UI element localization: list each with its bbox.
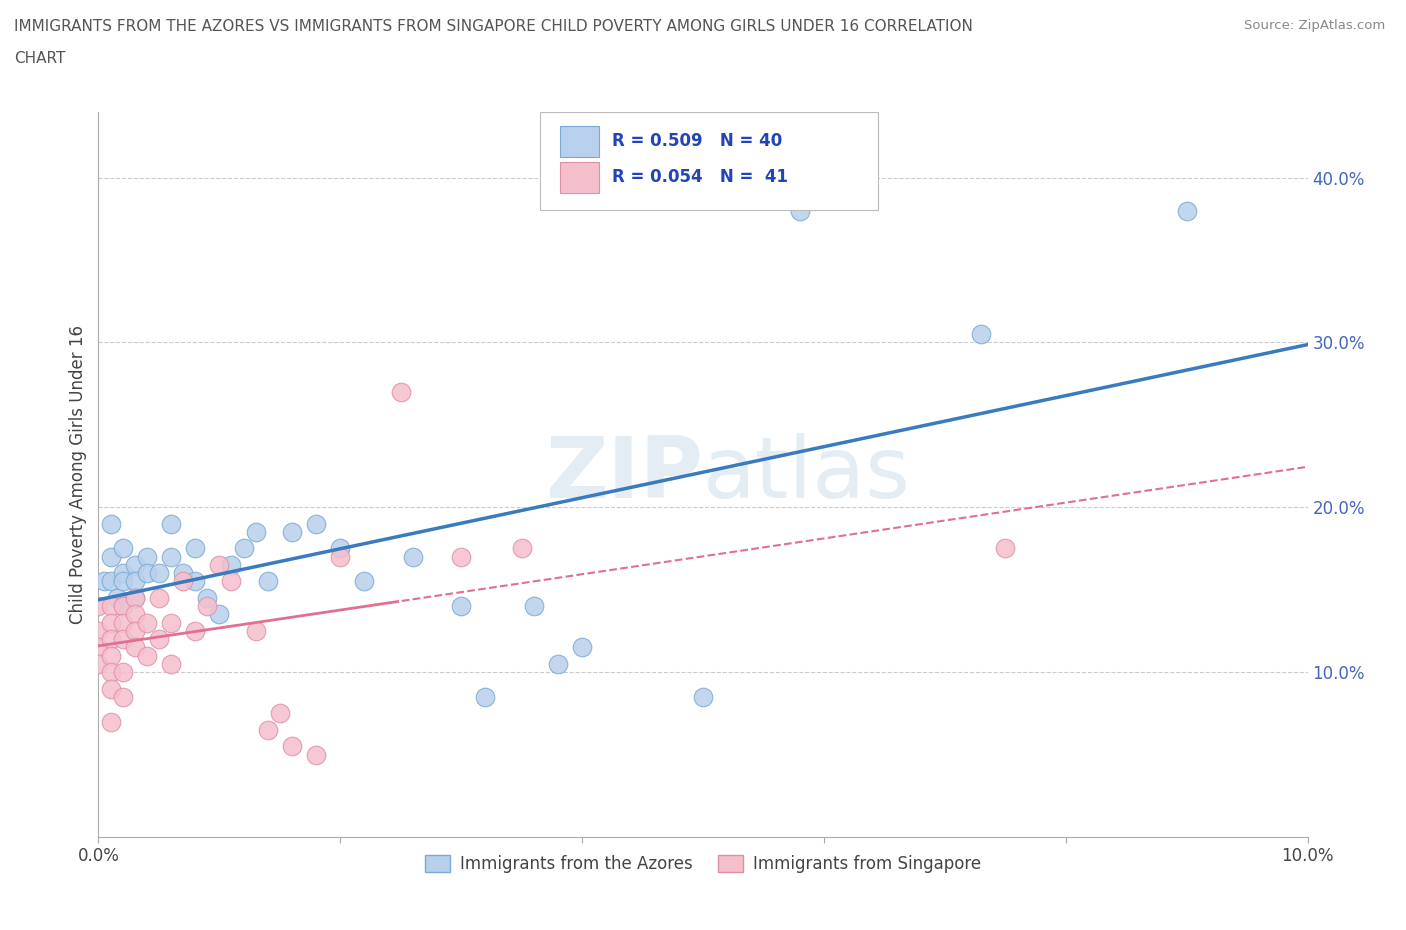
Point <box>172 565 194 580</box>
Point <box>184 623 207 638</box>
Point <box>256 574 278 589</box>
Text: Source: ZipAtlas.com: Source: ZipAtlas.com <box>1244 19 1385 32</box>
Point <box>402 550 425 565</box>
Point <box>135 648 157 663</box>
Point <box>970 326 993 341</box>
Point <box>111 541 134 556</box>
Point <box>148 565 170 580</box>
Point <box>111 665 134 680</box>
Point <box>100 631 122 646</box>
Point <box>160 616 183 631</box>
Text: R = 0.054   N =  41: R = 0.054 N = 41 <box>613 168 789 186</box>
Point <box>160 550 183 565</box>
Point <box>100 516 122 531</box>
Point <box>195 591 218 605</box>
Legend: Immigrants from the Azores, Immigrants from Singapore: Immigrants from the Azores, Immigrants f… <box>419 848 987 880</box>
Point <box>100 616 122 631</box>
Point <box>571 640 593 655</box>
Point <box>124 623 146 638</box>
Point <box>245 525 267 539</box>
Point <box>256 723 278 737</box>
Point <box>523 599 546 614</box>
Bar <box>561 126 599 156</box>
Point <box>305 747 328 762</box>
Point <box>93 574 115 589</box>
Text: ZIP: ZIP <box>546 432 703 516</box>
Point <box>232 541 254 556</box>
Point <box>547 657 569 671</box>
Point <box>994 541 1017 556</box>
Point <box>87 640 110 655</box>
Point <box>160 516 183 531</box>
Point <box>100 550 122 565</box>
Point <box>195 599 218 614</box>
Point <box>269 706 291 721</box>
Point <box>124 591 146 605</box>
Point <box>305 516 328 531</box>
Point <box>105 591 128 605</box>
Point <box>124 557 146 572</box>
FancyBboxPatch shape <box>540 112 879 209</box>
Point <box>474 689 496 704</box>
Point <box>389 384 412 399</box>
Point <box>184 574 207 589</box>
Point <box>221 557 243 572</box>
Point <box>100 681 122 696</box>
Point <box>124 574 146 589</box>
Point <box>245 623 267 638</box>
Point <box>692 689 714 704</box>
Point <box>100 648 122 663</box>
Point <box>160 657 183 671</box>
Point <box>450 550 472 565</box>
Point <box>208 607 231 622</box>
Point <box>100 574 122 589</box>
Point <box>148 591 170 605</box>
Point <box>184 541 207 556</box>
Text: CHART: CHART <box>14 51 66 66</box>
Point <box>111 616 134 631</box>
Point <box>111 631 134 646</box>
Point <box>329 550 352 565</box>
Point <box>111 599 134 614</box>
Point <box>124 607 146 622</box>
Point <box>87 657 110 671</box>
Point <box>172 574 194 589</box>
Text: atlas: atlas <box>703 432 911 516</box>
Point <box>87 623 110 638</box>
Point <box>1175 203 1198 218</box>
Point <box>124 640 146 655</box>
Point <box>135 550 157 565</box>
Point <box>148 631 170 646</box>
Point <box>111 565 134 580</box>
Y-axis label: Child Poverty Among Girls Under 16: Child Poverty Among Girls Under 16 <box>69 325 87 624</box>
Text: R = 0.509   N = 40: R = 0.509 N = 40 <box>613 132 783 150</box>
Point <box>221 574 243 589</box>
Point <box>789 203 811 218</box>
Point <box>111 574 134 589</box>
Point <box>450 599 472 614</box>
Point <box>135 616 157 631</box>
Point <box>353 574 375 589</box>
Point <box>111 599 134 614</box>
Bar <box>561 163 599 193</box>
Point <box>135 565 157 580</box>
Point <box>510 541 533 556</box>
Point <box>281 525 304 539</box>
Text: IMMIGRANTS FROM THE AZORES VS IMMIGRANTS FROM SINGAPORE CHILD POVERTY AMONG GIRL: IMMIGRANTS FROM THE AZORES VS IMMIGRANTS… <box>14 19 973 33</box>
Point <box>100 599 122 614</box>
Point <box>87 599 110 614</box>
Point <box>281 738 304 753</box>
Point <box>111 689 134 704</box>
Point <box>124 591 146 605</box>
Point <box>329 541 352 556</box>
Point <box>100 714 122 729</box>
Point <box>100 665 122 680</box>
Point <box>208 557 231 572</box>
